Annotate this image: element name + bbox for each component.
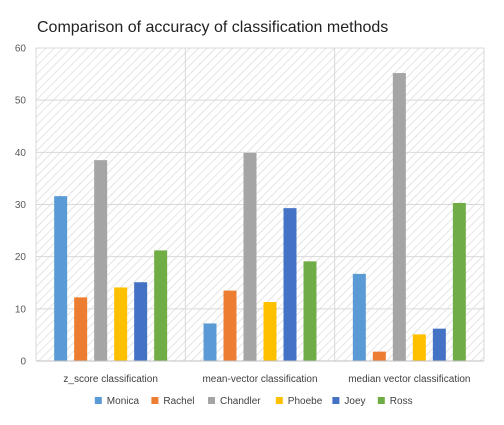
bar-rachel-2: [223, 290, 237, 361]
legend-swatch: [151, 397, 159, 404]
chart-title: Comparison of accuracy of classification…: [37, 19, 388, 36]
legend-swatch: [332, 397, 340, 404]
legend-swatch: [275, 397, 283, 404]
bar-rachel-3: [372, 351, 386, 361]
bar-monica-3: [352, 273, 366, 361]
legend-swatch: [377, 397, 385, 404]
bar-monica-1: [54, 196, 68, 361]
y-tick-label: 60: [15, 44, 27, 55]
bar-chandler-3: [392, 73, 406, 361]
legend: Monica Rachel Chandler Phoebe Joey Ross: [94, 396, 413, 407]
bar-phoebe-2: [263, 302, 277, 361]
legend-label: Monica: [107, 396, 140, 407]
bar-rachel-1: [74, 297, 88, 361]
legend-item-chandler: Chandler: [208, 396, 261, 407]
legend-label: Joey: [344, 396, 365, 407]
bar-joey-2: [283, 208, 297, 361]
bar-joey-1: [134, 282, 148, 361]
legend-swatch: [208, 397, 215, 404]
bar-ross-2: [303, 261, 317, 361]
x-category-label: median vector classification: [348, 374, 470, 385]
y-tick-label: 0: [20, 357, 26, 368]
y-tick-label: 40: [15, 148, 27, 159]
legend-label: Rachel: [163, 396, 194, 407]
bar-chandler-2: [243, 152, 257, 361]
y-tick-label: 50: [15, 96, 27, 107]
x-category-label: mean-vector classification: [202, 374, 317, 385]
bars: [54, 73, 466, 361]
x-category-label: z_score classification: [63, 374, 157, 385]
legend-label: Ross: [390, 396, 413, 407]
bar-ross-1: [154, 250, 168, 361]
y-tick-label: 10: [15, 304, 27, 315]
axes: 0 10 20 30 40 50 60 z_score classification mean-…: [15, 44, 484, 385]
bar-joey-3: [432, 328, 446, 361]
bar-monica-2: [203, 323, 217, 361]
legend-label: Chandler: [220, 396, 261, 407]
bar-ross-3: [452, 202, 466, 361]
legend-item-ross: Ross: [377, 396, 413, 407]
legend-item-phoebe: Phoebe: [275, 396, 323, 407]
legend-item-rachel: Rachel: [151, 396, 195, 407]
legend-swatch: [94, 397, 102, 404]
bar-phoebe-1: [114, 287, 128, 361]
bar-phoebe-3: [412, 334, 426, 361]
legend-item-monica: Monica: [94, 396, 140, 407]
bar-chandler-1: [94, 160, 108, 361]
y-tick-label: 20: [15, 252, 27, 263]
gridlines: [35, 47, 485, 361]
legend-item-joey: Joey: [332, 396, 366, 407]
legend-label: Phoebe: [288, 396, 323, 407]
y-tick-label: 30: [15, 200, 27, 211]
